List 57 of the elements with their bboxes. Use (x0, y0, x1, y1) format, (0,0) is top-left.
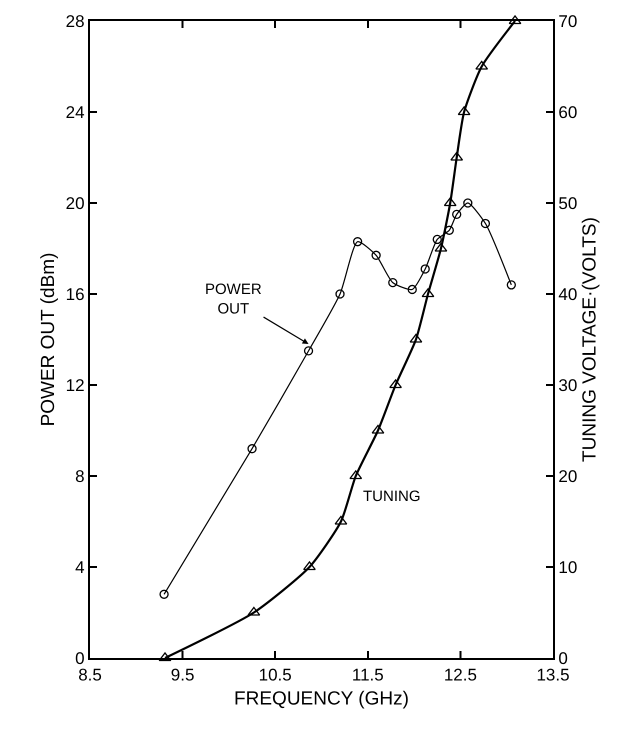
y-tick-label: 4 (75, 558, 85, 577)
point (159, 590, 169, 599)
point (408, 284, 417, 294)
y2-tick-label: 10 (558, 558, 578, 577)
point (352, 237, 362, 246)
x-axis-title: FREQUENCY (GHz) (234, 688, 409, 710)
y2-tick-label: 20 (558, 466, 578, 486)
x-tick-label: 12.5 (444, 665, 477, 684)
x-tick-label: 13.5 (536, 665, 570, 684)
y2-tick-label: 0 (558, 648, 568, 668)
y-tick-label: 8 (75, 466, 85, 486)
point (388, 278, 398, 288)
y2-tick-label: 50 (558, 194, 578, 213)
series-label: TUNING (363, 488, 420, 505)
y-tick-label: 20 (66, 194, 85, 213)
point (434, 242, 448, 252)
point (463, 198, 472, 208)
point (158, 652, 172, 662)
point (475, 60, 488, 70)
point (247, 606, 260, 616)
point (410, 334, 422, 343)
y2-tick-label: 70 (558, 12, 578, 31)
y2-axis-title: TUNING VOLTAGE·(VOLTS) (580, 217, 601, 462)
point (506, 280, 516, 290)
point (450, 152, 464, 161)
point (444, 197, 457, 206)
point (304, 346, 314, 356)
point (422, 288, 434, 298)
point (444, 226, 454, 235)
y-tick-label: 24 (66, 102, 85, 122)
point (458, 106, 471, 116)
point (334, 516, 348, 525)
y-axis-title: POWER OUT (dBm) (38, 252, 60, 426)
point (420, 264, 430, 274)
point (349, 470, 362, 480)
y-tick-label: 12 (66, 376, 85, 395)
y-tick-label: 16 (66, 284, 85, 304)
point (432, 234, 442, 244)
point (480, 218, 490, 228)
point (452, 210, 462, 220)
x-tick-label: 10.5 (258, 665, 292, 684)
x-tick-label: 8.5 (78, 665, 102, 684)
point (247, 444, 257, 454)
y-tick-label: 28 (66, 12, 85, 31)
point (335, 289, 345, 299)
point (508, 15, 522, 24)
point (389, 379, 402, 388)
y2-tick-label: 30 (558, 376, 578, 395)
x-tick-label: 9.5 (170, 665, 194, 684)
y2-tick-label: 40 (558, 284, 578, 304)
point (371, 250, 381, 260)
point (303, 561, 316, 570)
y2-tick-label: 60 (558, 102, 578, 122)
point (372, 424, 384, 434)
y-tick-label: 0 (75, 648, 85, 668)
x-tick-label: 11.5 (352, 665, 384, 684)
text: POWER OUT (205, 281, 262, 318)
